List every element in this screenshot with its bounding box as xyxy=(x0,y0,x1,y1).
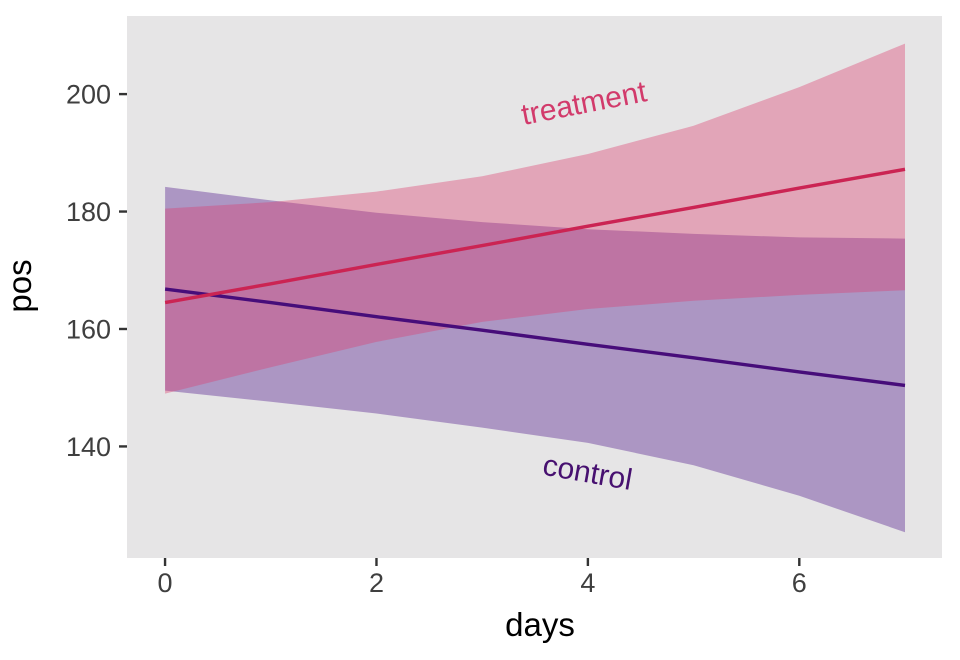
x-axis-tick-label: 2 xyxy=(369,568,384,598)
y-axis-tick-label: 160 xyxy=(66,314,111,344)
panel-layer xyxy=(127,16,942,558)
ribbons-layer xyxy=(165,43,906,533)
axes-layer: 0 2 4 6 140 160 180 200 xyxy=(66,80,807,598)
control-confidence-ribbon xyxy=(165,186,906,533)
x-axis-tick-label: 0 xyxy=(158,568,173,598)
x-axis-title: days xyxy=(505,606,575,643)
x-axis-tick-label: 6 xyxy=(792,568,807,598)
control-regression-line xyxy=(164,287,906,388)
panel-background xyxy=(127,16,942,558)
y-axis-tick-label: 180 xyxy=(66,197,111,227)
treatment-regression-line xyxy=(164,167,906,305)
lines-layer xyxy=(164,167,906,388)
y-axis-tick-label: 140 xyxy=(66,432,111,462)
x-axis-tick-label: 4 xyxy=(580,568,595,598)
y-axis-tick-label: 200 xyxy=(66,80,111,110)
treatment-confidence-ribbon xyxy=(165,43,906,394)
y-axis-title: pos xyxy=(1,259,38,312)
